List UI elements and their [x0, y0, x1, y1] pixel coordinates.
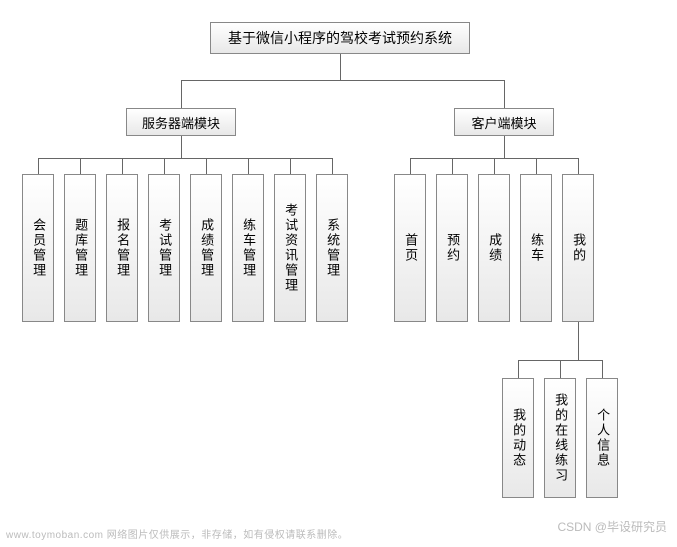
connector	[122, 158, 123, 174]
connector	[181, 80, 505, 81]
server-leaf-6: 考试资讯管理	[274, 174, 306, 322]
client-leaf-4-label: 我的	[571, 233, 585, 263]
connector	[494, 158, 495, 174]
server-leaf-4: 成绩管理	[190, 174, 222, 322]
connector	[340, 54, 341, 80]
server-leaf-5-label: 练车管理	[241, 218, 255, 278]
mine-leaf-2: 个人信息	[586, 378, 618, 498]
client-leaf-1: 预约	[436, 174, 468, 322]
server-leaf-0-label: 会员管理	[31, 218, 45, 278]
root-node: 基于微信小程序的驾校考试预约系统	[210, 22, 470, 54]
server-leaf-3-label: 考试管理	[157, 218, 171, 278]
mine-leaf-0-label: 我的动态	[511, 408, 525, 468]
connector	[560, 360, 561, 378]
server-leaf-2: 报名管理	[106, 174, 138, 322]
branch-server: 服务器端模块	[126, 108, 236, 136]
client-leaf-0-label: 首页	[403, 233, 417, 263]
connector	[452, 158, 453, 174]
client-leaf-4: 我的	[562, 174, 594, 322]
server-leaf-2-label: 报名管理	[115, 218, 129, 278]
connector	[38, 158, 39, 174]
server-leaf-1: 题库管理	[64, 174, 96, 322]
connector	[518, 360, 519, 378]
client-leaf-3-label: 练车	[529, 233, 543, 263]
connector	[578, 158, 579, 174]
server-leaf-1-label: 题库管理	[73, 218, 87, 278]
connector	[164, 158, 165, 174]
server-leaf-4-label: 成绩管理	[199, 218, 213, 278]
branch-client-label: 客户端模块	[471, 113, 536, 132]
connector	[504, 136, 505, 158]
connector	[206, 158, 207, 174]
root-node-label: 基于微信小程序的驾校考试预约系统	[228, 28, 452, 48]
connector	[602, 360, 603, 378]
server-leaf-6-label: 考试资讯管理	[283, 203, 297, 293]
connector	[290, 158, 291, 174]
watermark-right: CSDN @毕设研究员	[557, 518, 667, 535]
connector	[80, 158, 81, 174]
connector	[410, 158, 411, 174]
client-leaf-2: 成绩	[478, 174, 510, 322]
connector	[181, 136, 182, 158]
mine-leaf-1: 我的在线练习	[544, 378, 576, 498]
server-leaf-7-label: 系统管理	[325, 218, 339, 278]
client-leaf-0: 首页	[394, 174, 426, 322]
watermark-left: www.toymoban.com 网络图片仅供展示，非存储，如有侵权请联系删除。	[6, 526, 348, 541]
connector	[332, 158, 333, 174]
connector	[578, 322, 579, 360]
connector	[248, 158, 249, 174]
connector	[181, 80, 182, 108]
branch-server-label: 服务器端模块	[142, 113, 220, 132]
server-leaf-5: 练车管理	[232, 174, 264, 322]
connector	[536, 158, 537, 174]
mine-leaf-1-label: 我的在线练习	[553, 393, 567, 483]
server-leaf-0: 会员管理	[22, 174, 54, 322]
connector	[38, 158, 333, 159]
mine-leaf-2-label: 个人信息	[595, 408, 609, 468]
client-leaf-2-label: 成绩	[487, 233, 501, 263]
client-leaf-3: 练车	[520, 174, 552, 322]
server-leaf-7: 系统管理	[316, 174, 348, 322]
connector	[504, 80, 505, 108]
mine-leaf-0: 我的动态	[502, 378, 534, 498]
server-leaf-3: 考试管理	[148, 174, 180, 322]
client-leaf-1-label: 预约	[445, 233, 459, 263]
branch-client: 客户端模块	[454, 108, 554, 136]
